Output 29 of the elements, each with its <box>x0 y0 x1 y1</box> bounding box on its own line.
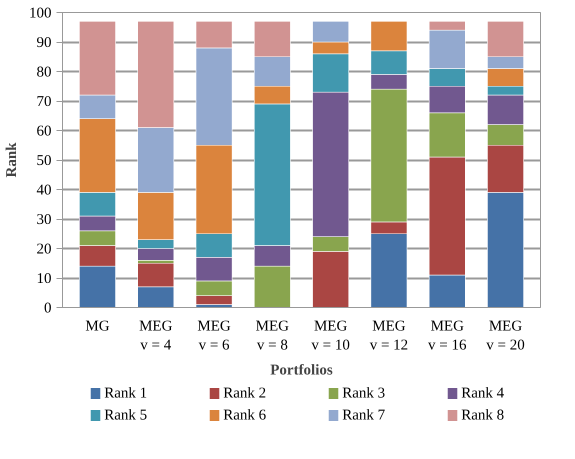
y-tick-label: 20 <box>36 242 52 258</box>
legend-label: Rank 7 <box>342 408 386 424</box>
x-tick-label: MEG v = 12 <box>370 318 408 354</box>
x-tick-label: MEG v = 4 <box>139 318 173 354</box>
legend-label: Rank 1 <box>104 386 148 402</box>
legend-label: Rank 3 <box>342 386 386 402</box>
x-tick-label: MEG v = 8 <box>256 318 290 354</box>
y-tick-label: 30 <box>36 212 52 228</box>
y-tick-label: 10 <box>36 271 52 287</box>
y-tick-label: 0 <box>44 300 52 316</box>
y-tick-label: 50 <box>36 153 52 169</box>
legend-label: Rank 4 <box>461 386 505 402</box>
x-tick-label: MEG v = 20 <box>486 318 525 354</box>
y-axis-title: Rank <box>4 142 20 178</box>
x-tick-label: MEG v = 16 <box>428 318 467 354</box>
y-tick-label: 70 <box>36 94 52 110</box>
legend-label: Rank 5 <box>104 408 148 424</box>
y-tick-label: 90 <box>36 35 52 51</box>
legend-label: Rank 8 <box>461 408 504 424</box>
legend-label: Rank 2 <box>223 386 266 402</box>
x-tick-label: MEG v = 6 <box>197 318 231 354</box>
y-tick-label: 80 <box>36 64 52 80</box>
y-tick-label: 100 <box>29 6 52 22</box>
legend-label: Rank 6 <box>223 408 267 424</box>
y-tick-label: 60 <box>36 124 52 140</box>
x-tick-label: MEG v = 10 <box>311 318 350 354</box>
y-tick-label: 40 <box>36 182 52 198</box>
x-tick-label: MG <box>85 318 110 334</box>
x-axis-title: Portfolios <box>270 362 333 379</box>
